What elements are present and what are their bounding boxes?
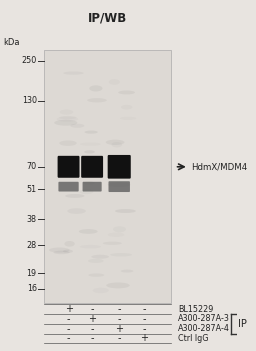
Text: IP/WB: IP/WB (88, 11, 127, 24)
Ellipse shape (103, 241, 122, 245)
Ellipse shape (83, 181, 95, 185)
Text: +: + (65, 304, 72, 314)
Text: +: + (115, 324, 123, 334)
Ellipse shape (67, 208, 86, 214)
Ellipse shape (88, 259, 104, 263)
Text: 19: 19 (27, 269, 37, 278)
Ellipse shape (87, 98, 107, 102)
Text: 250: 250 (22, 56, 37, 65)
Text: -: - (90, 304, 94, 314)
Text: HdmX/MDM4: HdmX/MDM4 (191, 162, 247, 171)
FancyBboxPatch shape (108, 155, 131, 179)
Ellipse shape (63, 72, 84, 75)
Text: kDa: kDa (4, 38, 20, 47)
Ellipse shape (65, 241, 75, 247)
Text: -: - (142, 314, 146, 324)
Ellipse shape (63, 250, 73, 253)
Ellipse shape (63, 168, 77, 171)
FancyBboxPatch shape (58, 182, 79, 192)
Ellipse shape (106, 283, 130, 288)
Ellipse shape (88, 273, 104, 277)
Ellipse shape (54, 251, 70, 254)
Text: 28: 28 (27, 241, 37, 250)
Text: Ctrl IgG: Ctrl IgG (178, 334, 209, 343)
Text: IP: IP (238, 319, 247, 329)
Ellipse shape (70, 124, 84, 128)
Ellipse shape (91, 255, 109, 259)
Text: -: - (90, 333, 94, 344)
Text: 70: 70 (27, 162, 37, 171)
Ellipse shape (110, 253, 132, 257)
Text: -: - (142, 304, 146, 314)
Text: 130: 130 (22, 96, 37, 105)
Text: +: + (140, 333, 148, 344)
Text: -: - (67, 333, 70, 344)
Ellipse shape (118, 91, 135, 94)
Ellipse shape (59, 140, 77, 146)
Text: -: - (90, 324, 94, 334)
Ellipse shape (115, 209, 136, 213)
Text: 38: 38 (27, 214, 37, 224)
Text: A300-287A-3: A300-287A-3 (178, 314, 230, 324)
FancyBboxPatch shape (44, 50, 171, 303)
Ellipse shape (79, 229, 98, 234)
Text: -: - (118, 304, 121, 314)
Ellipse shape (65, 194, 84, 198)
Ellipse shape (49, 247, 70, 253)
Ellipse shape (108, 182, 130, 187)
Text: -: - (67, 314, 70, 324)
Text: +: + (88, 314, 96, 324)
FancyBboxPatch shape (83, 182, 102, 192)
Text: -: - (67, 324, 70, 334)
Ellipse shape (121, 270, 133, 272)
Text: -: - (118, 333, 121, 344)
Text: -: - (142, 324, 146, 334)
Ellipse shape (106, 140, 124, 145)
FancyBboxPatch shape (58, 156, 80, 178)
Text: 16: 16 (27, 284, 37, 293)
Ellipse shape (84, 131, 98, 134)
Ellipse shape (84, 150, 95, 153)
Ellipse shape (89, 85, 102, 92)
Text: A300-287A-4: A300-287A-4 (178, 324, 230, 333)
FancyBboxPatch shape (81, 156, 103, 178)
Text: 51: 51 (27, 185, 37, 194)
FancyBboxPatch shape (109, 181, 130, 192)
Text: BL15229: BL15229 (178, 305, 214, 314)
Text: -: - (118, 314, 121, 324)
Ellipse shape (54, 120, 77, 126)
